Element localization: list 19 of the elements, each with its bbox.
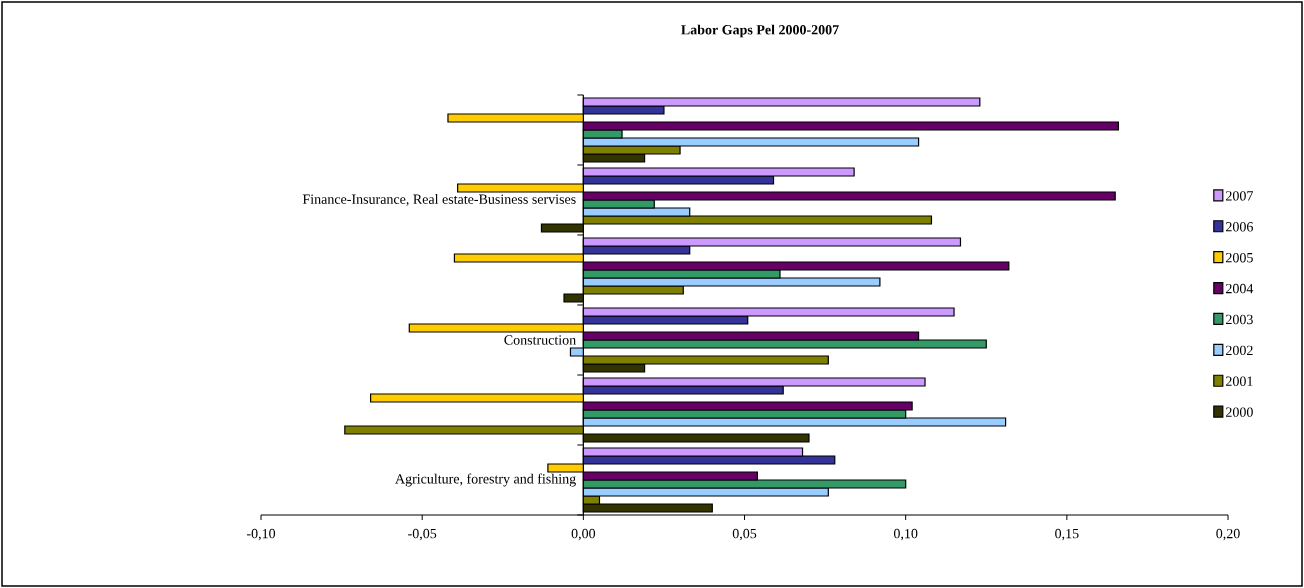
x-tick-label: -0,05: [408, 528, 437, 541]
y-tick-label: Construction: [504, 335, 576, 345]
x-tick-label: 0,20: [1216, 528, 1240, 541]
x-tick-label: 0,00: [571, 528, 596, 541]
legend-label: 2004: [1226, 283, 1254, 294]
legend-label: 2000: [1226, 407, 1253, 417]
legend-label: 2007: [1226, 191, 1253, 201]
x-tick-label: 0,05: [732, 528, 757, 541]
legend-label: 2006: [1226, 222, 1253, 232]
chart-title: Labor Gaps Pel 2000-2007: [681, 24, 839, 38]
legend-label: 2005: [1226, 252, 1253, 263]
x-tick-label: 0,15: [1055, 528, 1079, 541]
legend-label: 2002: [1226, 345, 1253, 356]
x-tick-label: -0,10: [246, 528, 276, 541]
legend-label: 2003: [1226, 314, 1253, 325]
x-tick-label: 0,10: [893, 528, 918, 541]
y-tick-label: Agriculture, forestry and fishing: [395, 473, 576, 487]
y-tick-label: Finance-Insurance, Real estate-Business servises: [302, 194, 576, 206]
legend-label: 2001: [1226, 376, 1253, 386]
